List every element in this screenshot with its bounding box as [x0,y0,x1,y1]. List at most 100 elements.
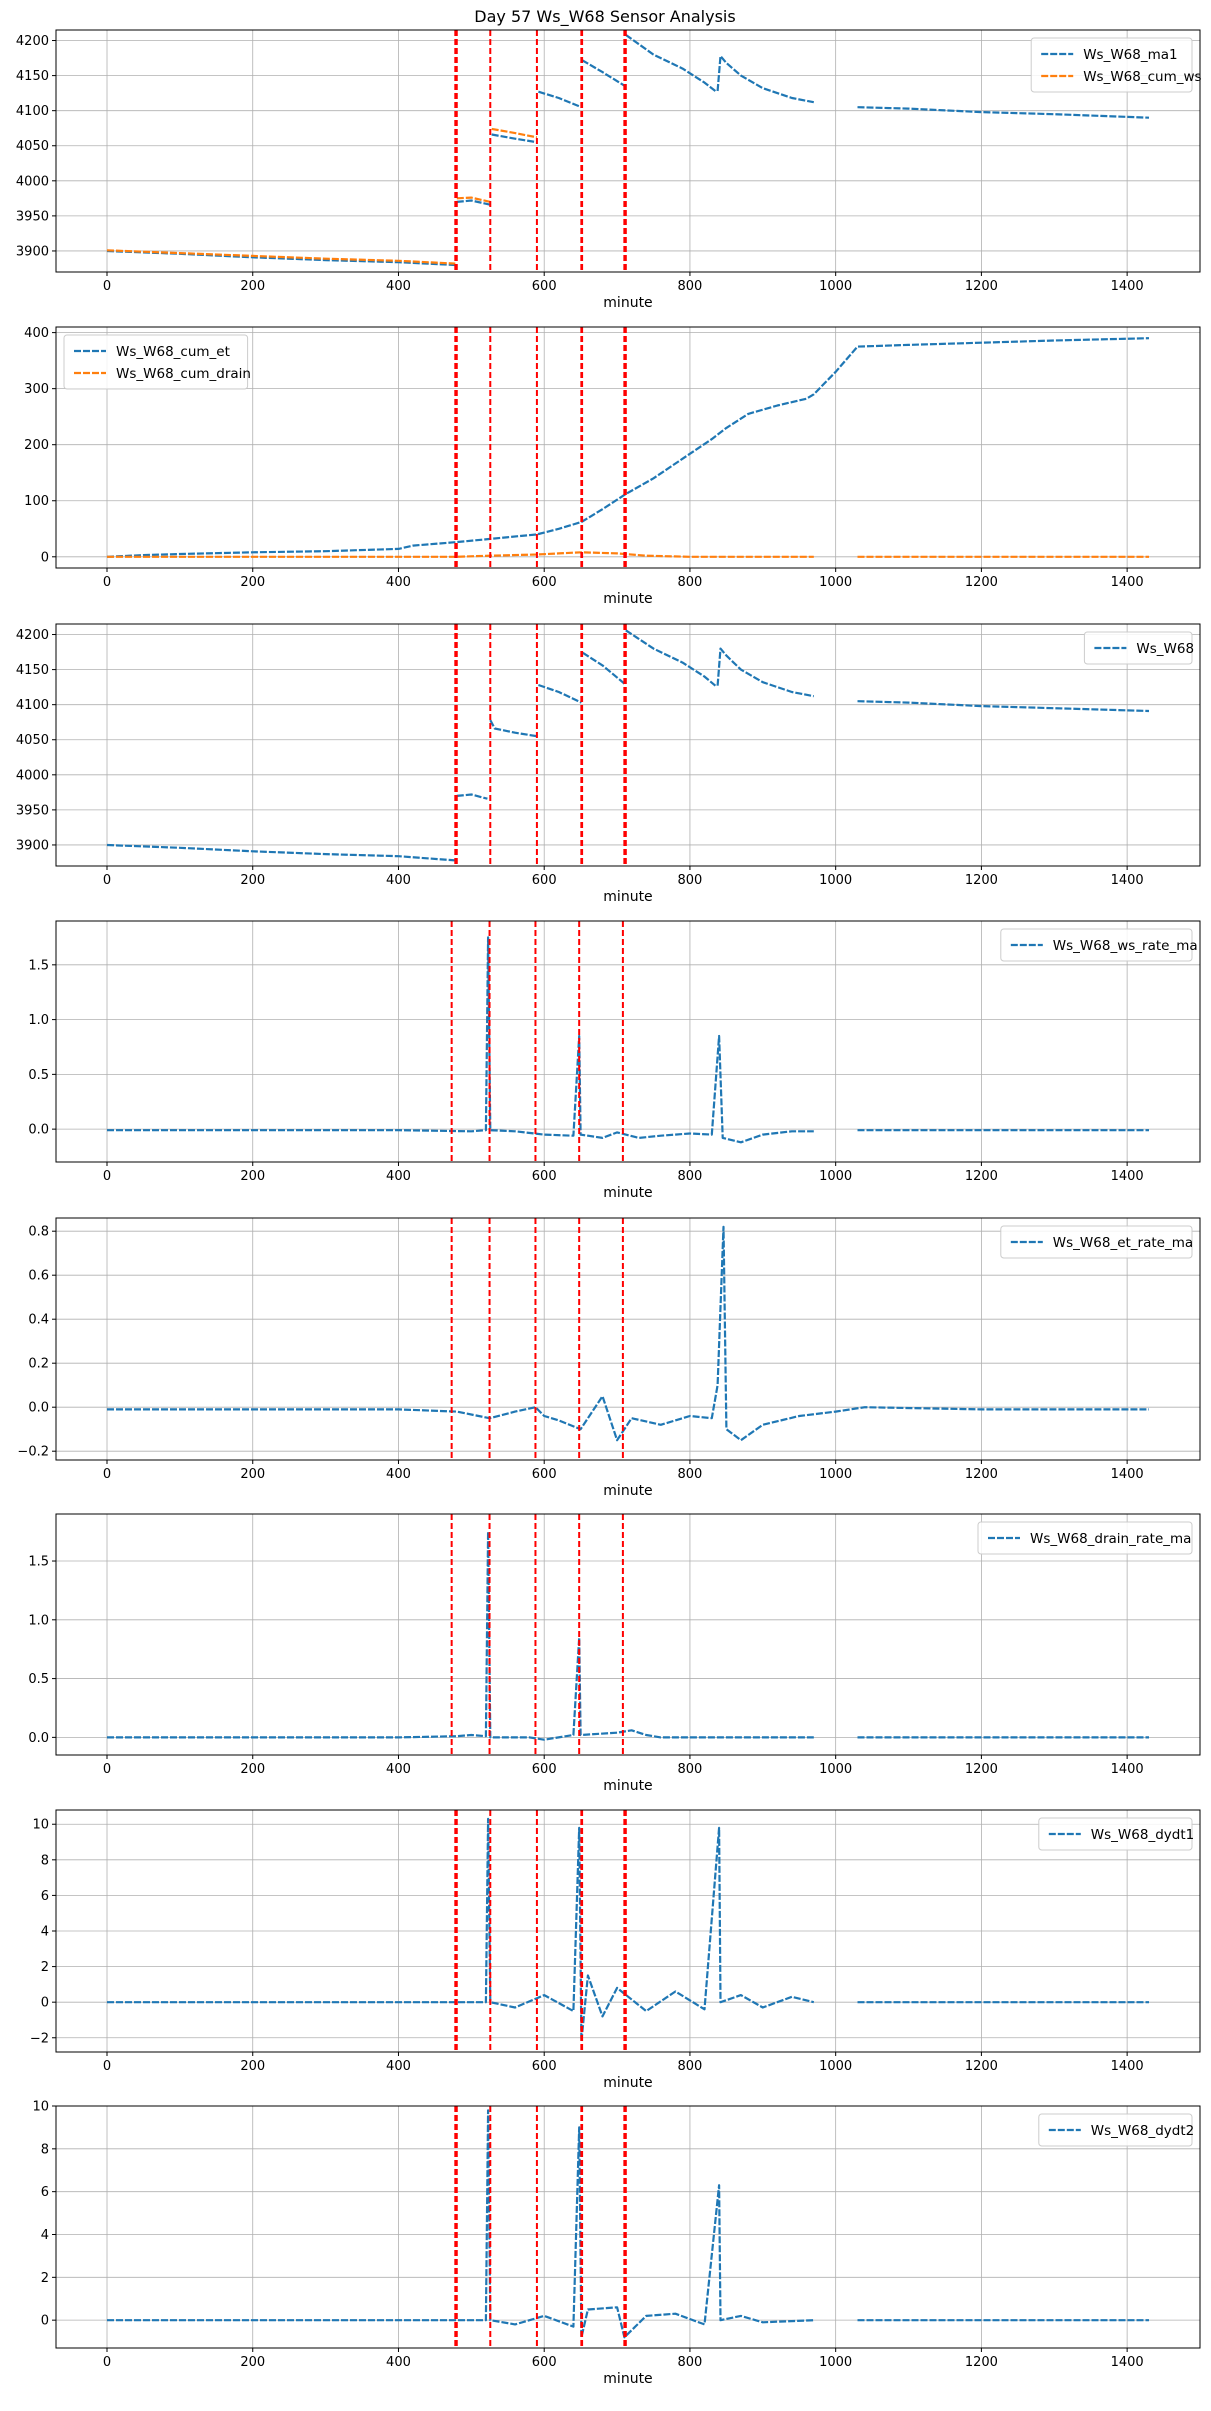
plot-area [107,1810,1149,2052]
x-axis-label: minute [603,295,652,311]
series-line-Ws_W68_dydt2 [107,2109,814,2339]
y-tick-label: 1.0 [28,1013,49,1028]
y-tick-label: 8 [41,2142,49,2157]
y-tick-label: 0 [41,550,49,565]
y-tick-label: 0.2 [28,1357,49,1372]
x-tick-label: 1000 [819,1762,852,1777]
y-tick-label: 4150 [16,69,49,84]
series-line-Ws_W68 [456,793,488,800]
x-tick-label: 600 [532,873,557,888]
x-tick-label: 1000 [819,575,852,590]
y-tick-label: 3950 [16,803,49,818]
legend: Ws_W68_dydt2 [1038,2113,1194,2147]
y-tick-label: 4050 [16,733,49,748]
y-tick-label: 4 [41,1925,49,1940]
y-tick-label: 0.0 [28,1731,49,1746]
axes-frame [55,2105,1201,2349]
y-tick-label: 4000 [16,174,49,189]
plot-area [106,624,1150,866]
x-tick-label: 1000 [819,2059,852,2074]
subplot-6: 0 200 400 600 800 1000 1200 1400 0.0 0.5 1.0 1.5 min… [28,1513,1201,1794]
series-line-Ws_W68_cum_et [106,337,1150,558]
subplot-2: 0 200 400 600 800 1000 1200 1400 0 100 200 300 400 mi… [24,326,1201,607]
y-tick-label: 0.0 [28,1401,49,1416]
legend-box [1038,2113,1193,2147]
y-tick-label: 1.0 [28,1613,49,1628]
plot-area [107,921,1149,1162]
legend-box [63,334,249,390]
legend-label: Ws_W68_cum_et [116,344,230,360]
axes-frame [55,326,1201,569]
subplot-4: 0 200 400 600 800 1000 1200 1400 0.0 0.5 1.0 1.5 min… [28,920,1201,1201]
y-tick-label: 6 [41,2185,49,2200]
y-tick-label: −2 [30,2031,49,2046]
subplot-3: 0 200 400 600 800 1000 1200 1400 3900 3950 4000 405… [16,623,1201,905]
series-line-Ws_W68_ma1 [625,34,717,92]
legend-box [1000,928,1193,962]
x-tick-label: 1400 [1111,279,1144,294]
x-tick-label: 1000 [819,873,852,888]
x-tick-label: 0 [103,873,111,888]
x-tick-label: 1200 [965,1762,998,1777]
x-tick-label: 200 [240,1169,265,1184]
x-tick-label: 200 [240,873,265,888]
y-tick-label: 4000 [16,768,49,783]
y-tick-label: 4100 [16,104,49,119]
legend: Ws_W68_dydt1 [1038,1817,1194,1851]
axes-frame [55,623,1201,867]
x-tick-label: 1200 [965,2059,998,2074]
x-tick-label: 0 [103,2059,111,2074]
x-tick-label: 400 [386,873,411,888]
y-tick-label: 0.8 [28,1225,49,1240]
x-tick-label: 800 [678,873,703,888]
x-tick-label: 400 [386,1467,411,1482]
x-axis-label: minute [603,591,652,607]
series-line-Ws_W68_ma1 [581,59,626,88]
x-tick-label: 1200 [965,2355,998,2370]
x-tick-label: 0 [103,2355,111,2370]
x-tick-label: 800 [678,1169,703,1184]
series-line-Ws_W68 [538,683,582,704]
x-tick-label: 0 [103,279,111,294]
legend-box [977,1521,1193,1555]
x-axis-label: minute [603,1778,652,1794]
x-tick-label: 1400 [1111,1169,1144,1184]
series-line-Ws_W68_ma1 [491,133,538,144]
subplot-1: 0 200 400 600 800 1000 1200 1400 3900 3950 4000 405… [16,29,1202,311]
x-tick-label: 600 [532,279,557,294]
legend-label: Ws_W68_ws_rate_ma [1053,938,1198,954]
axes-frame [55,1217,1201,1461]
plot-area [107,2106,1149,2348]
legend-box [1030,37,1193,93]
x-tick-label: 600 [532,1169,557,1184]
y-tick-label: −0.2 [17,1445,49,1460]
y-tick-label: 4200 [16,34,49,49]
axes-frame [55,29,1201,273]
series-line-Ws_W68_ws_rate_ma [107,936,814,1144]
y-tick-label: 0.5 [28,1672,49,1687]
x-tick-label: 1000 [819,1169,852,1184]
x-tick-label: 1200 [965,1467,998,1482]
legend: Ws_W68_ma1 Ws_W68_cum_ws [1030,37,1202,93]
legend: Ws_W68 [1083,631,1194,665]
x-tick-label: 600 [532,575,557,590]
axes-frame [55,920,1201,1163]
legend-label: Ws_W68 [1136,641,1194,657]
x-tick-label: 600 [532,1762,557,1777]
y-tick-label: 4050 [16,139,49,154]
y-tick-label: 200 [24,438,49,453]
legend-label: Ws_W68_cum_ws [1083,69,1201,85]
x-tick-label: 1400 [1111,575,1144,590]
x-tick-label: 1000 [819,2355,852,2370]
x-axis-label: minute [603,1185,652,1201]
y-tick-label: 0 [41,2314,49,2329]
x-tick-label: 0 [103,1762,111,1777]
x-tick-label: 0 [103,1169,111,1184]
series-line-Ws_W68_drain_rate_ma [107,1530,814,1741]
x-tick-label: 400 [386,279,411,294]
legend: Ws_W68_et_rate_ma [1000,1225,1193,1259]
legend-label: Ws_W68_dydt1 [1091,1827,1194,1843]
x-tick-label: 1000 [819,279,852,294]
y-tick-label: 2 [41,2271,49,2286]
x-tick-label: 400 [386,1169,411,1184]
